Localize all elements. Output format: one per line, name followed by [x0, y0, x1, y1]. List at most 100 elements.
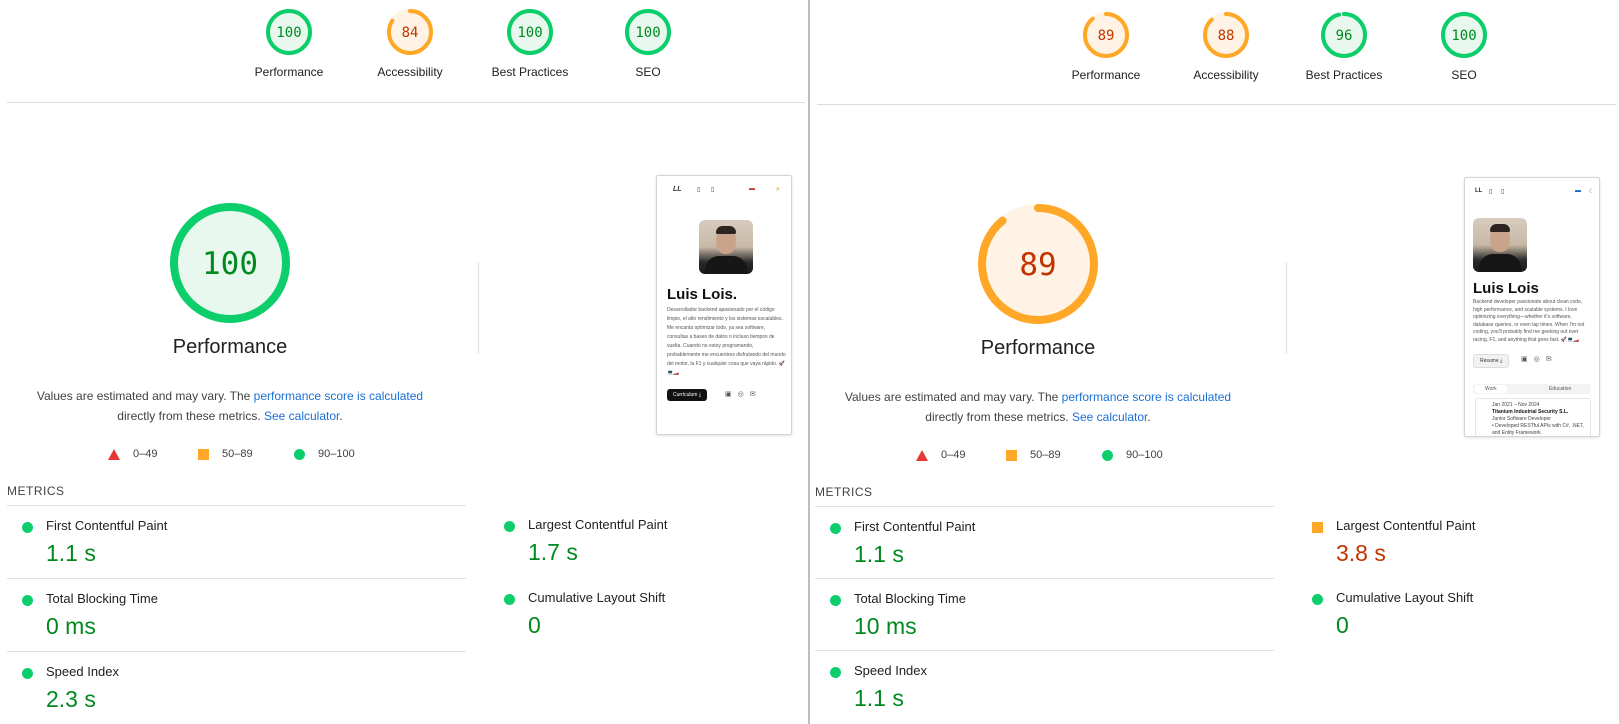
pass-circle-icon — [504, 521, 515, 532]
page-screenshot-thumbnail[interactable]: LL ▯ ▯ ▬ ☾ Luis Lois Backend developer p… — [1464, 177, 1600, 437]
category-label: Performance — [1071, 68, 1141, 82]
gauge-arc — [507, 9, 553, 55]
gauge-score: 100 — [517, 25, 542, 41]
gauge-title: Performance — [172, 336, 288, 358]
job-role: Junior Software Developer — [1492, 416, 1551, 422]
metrics-heading: METRICS — [7, 484, 65, 498]
pass-circle-icon — [830, 667, 841, 678]
square-icon — [1006, 449, 1017, 461]
avatar — [1473, 218, 1527, 272]
performance-gauge-main: 89 Performance — [908, 203, 1168, 360]
circle-icon — [294, 448, 305, 460]
see-calculator-link[interactable]: See calculator — [1071, 410, 1148, 424]
thumbnail-nav: LL ▯ ▯ ▬ ☾ — [1475, 188, 1594, 198]
category-accessibility[interactable]: 88 Accessibility — [1171, 11, 1281, 82]
metric-label: First Contentful Paint — [46, 518, 168, 533]
metric-cumulative-layout-shift[interactable]: Cumulative Layout Shift 0 — [489, 578, 808, 648]
report-split-divider — [808, 0, 810, 724]
see-calculator-link[interactable]: See calculator — [263, 409, 340, 423]
average-square-icon — [1312, 522, 1323, 533]
category-best-practices[interactable]: 100 Best Practices — [475, 8, 585, 79]
category-performance[interactable]: 89 Performance — [1051, 11, 1161, 82]
gauge-arc — [1321, 12, 1367, 58]
category-label: Accessibility — [377, 65, 443, 79]
metric-total-blocking-time[interactable]: Total Blocking Time 0 ms — [7, 578, 466, 648]
doc-icon: ▯ — [697, 187, 701, 193]
doc-icon: ▯ — [1489, 189, 1493, 195]
legend-label: 90–100 — [318, 448, 355, 460]
legend-label: 90–100 — [1126, 449, 1163, 461]
gauge-score: 100 — [635, 25, 660, 41]
metric-total-blocking-time[interactable]: Total Blocking Time 10 ms — [815, 578, 1274, 648]
section-divider — [478, 262, 479, 354]
performance-gauge-main: 100 Performance — [100, 202, 360, 359]
thumbnail-tab-education: Education — [1549, 386, 1572, 392]
score-gauge: 96 — [1321, 12, 1367, 58]
score-gauge: 88 — [1203, 12, 1249, 58]
category-seo[interactable]: 100 SEO — [1409, 11, 1519, 82]
metric-speed-index[interactable]: Speed Index 1.1 s — [815, 650, 1274, 720]
thumbnail-logo: LL — [1475, 188, 1483, 194]
metrics-heading: METRICS — [815, 485, 873, 499]
description-text: Values are estimated and may vary. The — [36, 389, 254, 403]
metric-label: Speed Index — [46, 664, 120, 679]
metric-label: First Contentful Paint — [854, 519, 976, 534]
metric-value: 10 ms — [854, 613, 917, 639]
gauge-arc — [1083, 12, 1129, 58]
big-score-gauge: 100 — [170, 203, 290, 323]
job-dates: Jan 2021 – Nov 2024 — [1492, 402, 1540, 408]
thumbnail-tabs: Work Education — [1473, 384, 1591, 394]
metric-value: 1.1 s — [854, 685, 904, 711]
metric-value: 0 — [528, 612, 541, 638]
category-label: Performance — [254, 65, 324, 79]
category-performance[interactable]: 100 Performance — [234, 8, 344, 79]
pass-circle-icon — [504, 594, 515, 605]
metric-value: 2.3 s — [46, 686, 96, 712]
score-gauge: 84 — [387, 9, 433, 55]
pass-circle-icon — [830, 595, 841, 606]
legend-label: 50–89 — [1030, 449, 1061, 461]
category-best-practices[interactable]: 96 Best Practices — [1289, 11, 1399, 82]
gauge-score: 89 — [1098, 28, 1115, 44]
metric-label: Total Blocking Time — [854, 591, 966, 606]
metric-largest-contentful-paint[interactable]: Largest Contentful Paint 1.7 s — [489, 505, 808, 575]
sun-icon: ☀ — [775, 187, 781, 193]
header-divider — [7, 102, 805, 103]
metric-cumulative-layout-shift[interactable]: Cumulative Layout Shift 0 — [1297, 578, 1619, 648]
legend-label: 0–49 — [133, 448, 158, 460]
doc-icon: ▯ — [711, 187, 715, 193]
metric-first-contentful-paint[interactable]: First Contentful Paint 1.1 s — [7, 505, 466, 575]
category-label: Best Practices — [491, 65, 569, 79]
page-screenshot-thumbnail[interactable]: LL ▯ ▯ ▬ ☀ Luis Lois. Desarrollador back… — [656, 175, 792, 435]
metric-value: 0 — [1336, 612, 1349, 638]
thumbnail-resume-button: Currículum ⤓ — [667, 389, 708, 401]
description-text: . — [339, 409, 343, 423]
score-calculated-link[interactable]: performance score is calculated — [253, 389, 424, 403]
gauge-arc — [170, 203, 290, 323]
score-calculated-link[interactable]: performance score is calculated — [1061, 390, 1232, 404]
doc-icon: ▯ — [1501, 189, 1505, 195]
category-label: Best Practices — [1305, 68, 1383, 82]
gauge-score: 100 — [276, 25, 301, 41]
category-seo[interactable]: 100 SEO — [593, 8, 703, 79]
legend-average: 50–89 — [198, 448, 253, 460]
metric-label: Largest Contentful Paint — [528, 517, 668, 532]
gauge-arc — [1441, 12, 1487, 58]
avatar — [699, 220, 753, 274]
metric-value: 1.7 s — [528, 539, 578, 565]
metric-label: Largest Contentful Paint — [1336, 518, 1476, 533]
score-gauge: 100 — [625, 9, 671, 55]
score-description: Values are estimated and may vary. The p… — [20, 386, 440, 426]
metric-label: Cumulative Layout Shift — [528, 590, 666, 605]
metric-first-contentful-paint[interactable]: First Contentful Paint 1.1 s — [815, 506, 1274, 576]
lighthouse-report-right: 89 Performance 88 Accessibility 96 Best … — [810, 0, 1619, 724]
metric-largest-contentful-paint[interactable]: Largest Contentful Paint 3.8 s — [1297, 506, 1619, 576]
thumbnail-logo: LL — [673, 186, 682, 193]
header-divider — [817, 104, 1616, 105]
score-gauge: 100 — [1441, 12, 1487, 58]
metric-value: 3.8 s — [1336, 540, 1386, 566]
metric-speed-index[interactable]: Speed Index 2.3 s — [7, 651, 466, 721]
thumbnail-nav: LL ▯ ▯ ▬ ☀ — [667, 186, 781, 196]
description-text: . — [1147, 410, 1151, 424]
category-accessibility[interactable]: 84 Accessibility — [355, 8, 465, 79]
